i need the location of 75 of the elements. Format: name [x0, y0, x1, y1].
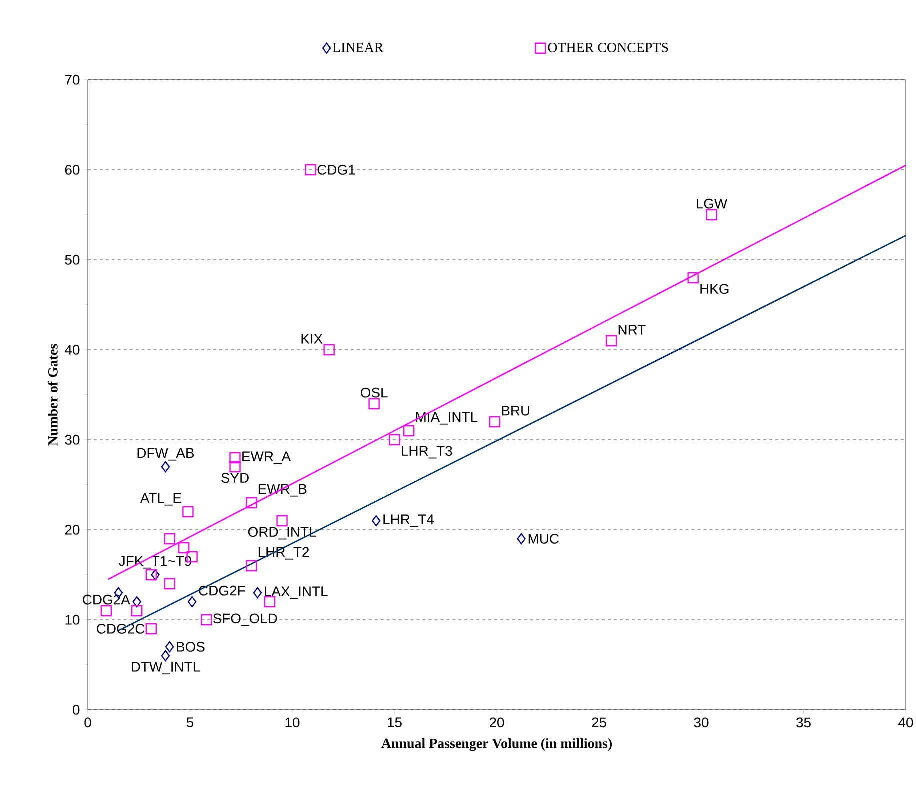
point — [389, 434, 400, 446]
point — [368, 398, 380, 410]
x-tick-label: 30 — [694, 718, 709, 728]
point — [165, 641, 174, 653]
point — [164, 533, 176, 545]
point — [146, 569, 157, 581]
x-tick-label: 0 — [84, 718, 92, 728]
point — [246, 560, 258, 572]
y-tick-label: 40 — [65, 345, 80, 355]
x-tick-label: 35 — [796, 718, 811, 728]
y-axis-title: Number of Gates — [48, 344, 58, 446]
annotation: KIX — [302, 334, 323, 344]
point — [188, 596, 197, 608]
annotation: BRU — [502, 406, 530, 416]
annotation: SYD — [222, 473, 249, 484]
point — [146, 623, 157, 635]
annotation: MIA_INTL — [416, 412, 478, 425]
point — [324, 344, 335, 356]
point — [178, 542, 190, 554]
annotation: CDG1 — [318, 165, 356, 175]
point — [161, 461, 170, 473]
y-tick-label: 50 — [65, 255, 80, 265]
point — [182, 506, 194, 518]
annotation: CDG2A — [83, 594, 130, 605]
x-tick-label: 5 — [186, 718, 194, 728]
y-tick-label: 60 — [65, 165, 80, 175]
x-tick-label: 15 — [388, 718, 402, 728]
y-tick-label: 10 — [66, 615, 80, 625]
annotation: ATL_E — [140, 493, 182, 506]
point — [230, 452, 241, 464]
point — [606, 335, 618, 347]
annotation: DFW_AB — [138, 448, 194, 461]
point — [489, 416, 501, 428]
point — [164, 578, 176, 590]
point — [253, 587, 262, 599]
point — [151, 569, 160, 581]
y-tick-label: 20 — [65, 525, 80, 535]
point — [131, 605, 143, 617]
point — [305, 164, 317, 176]
point — [230, 461, 241, 473]
legend-label: LINEAR — [332, 43, 384, 52]
annotation: LAX_INTL — [265, 586, 328, 600]
point — [688, 272, 699, 284]
annotation: OSL — [361, 388, 388, 398]
point — [132, 596, 142, 608]
legend-label: OTHER CONCEPTS — [548, 43, 668, 52]
y-tick-label: 70 — [65, 75, 80, 85]
point — [403, 425, 415, 437]
annotation: EWR_A — [242, 452, 292, 464]
x-tick-label: 40 — [898, 718, 914, 728]
point — [706, 209, 718, 221]
point — [100, 605, 112, 617]
annotation: LHR_T4 — [384, 514, 434, 528]
annotation: MUC — [528, 534, 559, 544]
point — [246, 497, 258, 509]
annotation: LHR_T3 — [402, 446, 452, 459]
x-tick-label: 20 — [490, 718, 504, 728]
x-tick-label: 25 — [592, 718, 606, 728]
annotation: LGW — [696, 198, 728, 209]
point — [201, 614, 212, 626]
x-tick-label: 10 — [286, 718, 300, 728]
annotation: CDG2F — [199, 586, 246, 596]
annotation: DTW_INTL — [132, 662, 200, 675]
x-axis-title: Annual Passenger Volume (in millions) — [382, 738, 612, 752]
point — [276, 515, 288, 527]
y-tick-label: 0 — [73, 705, 80, 715]
annotation: NRT — [618, 325, 646, 335]
annotation: BOS — [177, 642, 205, 652]
point — [517, 533, 526, 545]
annotation: CDG2C — [97, 624, 145, 634]
annotation: HKG — [700, 284, 729, 294]
y-tick-label: 30 — [65, 435, 80, 445]
point — [161, 650, 170, 662]
annotation: SFO_OLD — [213, 614, 278, 626]
point — [372, 515, 381, 527]
